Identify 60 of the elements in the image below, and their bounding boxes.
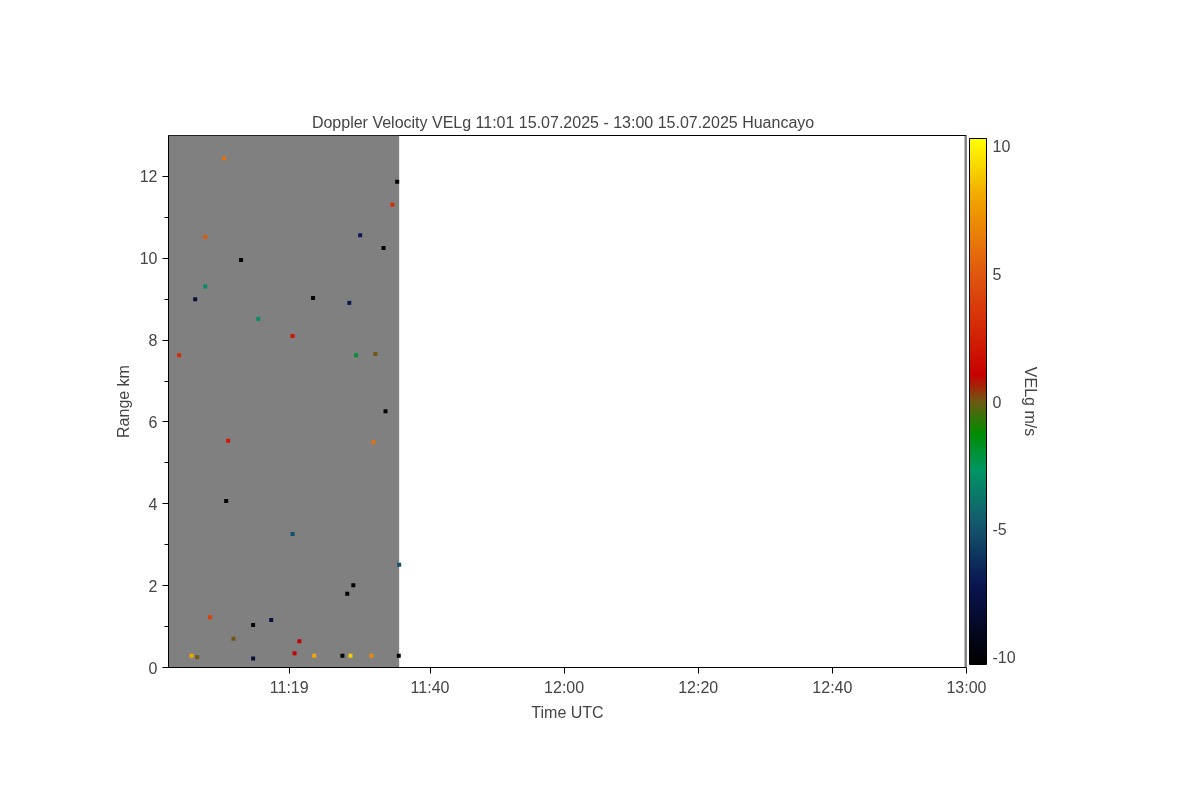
x-tick-label: 12:40 bbox=[812, 678, 853, 696]
x-tick-label: 12:20 bbox=[678, 678, 719, 696]
point bbox=[177, 353, 182, 358]
y-tick-label: 12 bbox=[139, 168, 158, 186]
point bbox=[395, 179, 400, 184]
y-tick-label: 8 bbox=[148, 332, 158, 350]
point bbox=[351, 583, 356, 588]
y-tick-label: 2 bbox=[148, 577, 158, 595]
point bbox=[358, 233, 363, 238]
color-bar-label: -10 bbox=[992, 648, 1016, 666]
color-bar-label: -5 bbox=[992, 521, 1007, 539]
point bbox=[390, 202, 395, 207]
point bbox=[224, 498, 229, 503]
point bbox=[397, 562, 402, 567]
point bbox=[269, 618, 274, 623]
point bbox=[251, 656, 256, 661]
point bbox=[256, 316, 261, 321]
point bbox=[292, 651, 297, 656]
x-tick-label: 13:00 bbox=[946, 678, 987, 696]
point bbox=[383, 409, 388, 414]
point bbox=[193, 297, 198, 302]
color-bar-label: 0 bbox=[992, 393, 1002, 411]
color-bar-title: VELg m/s bbox=[1021, 366, 1039, 437]
point bbox=[347, 300, 352, 305]
point bbox=[251, 622, 256, 627]
y-tick-label: 4 bbox=[148, 495, 158, 513]
x-tick-label: 11:40 bbox=[410, 678, 450, 696]
point bbox=[208, 615, 213, 620]
point bbox=[203, 234, 208, 239]
point bbox=[311, 295, 316, 300]
point bbox=[369, 653, 374, 658]
point bbox=[373, 352, 378, 357]
y-tick-label: 10 bbox=[139, 250, 158, 268]
point bbox=[231, 636, 236, 641]
point bbox=[222, 156, 227, 161]
point bbox=[345, 591, 350, 596]
point bbox=[348, 653, 353, 658]
point bbox=[297, 639, 302, 644]
point bbox=[189, 653, 194, 658]
point bbox=[203, 284, 208, 289]
point bbox=[312, 653, 317, 658]
point bbox=[396, 653, 401, 658]
point bbox=[381, 246, 386, 251]
x-axis-title: Time UTC bbox=[531, 703, 604, 721]
point bbox=[226, 438, 231, 443]
color-bar-label: 5 bbox=[992, 265, 1002, 283]
x-tick-label: 12:00 bbox=[544, 678, 585, 696]
point bbox=[195, 655, 200, 660]
y-tick-label: 0 bbox=[148, 659, 158, 677]
y-tick-label: 6 bbox=[148, 413, 158, 431]
chart-title: Doppler Velocity VELg 11:01 15.07.2025 - 13:00 15.07.2025 Huancayo bbox=[311, 113, 815, 131]
point bbox=[371, 440, 376, 445]
point bbox=[354, 353, 359, 358]
point bbox=[340, 653, 345, 658]
y-axis-title: Range km bbox=[114, 365, 132, 438]
point bbox=[290, 334, 295, 339]
point bbox=[290, 532, 295, 537]
point bbox=[239, 257, 244, 262]
x-tick-label: 11:19 bbox=[269, 678, 309, 696]
color-bar-label: 10 bbox=[992, 138, 1011, 156]
